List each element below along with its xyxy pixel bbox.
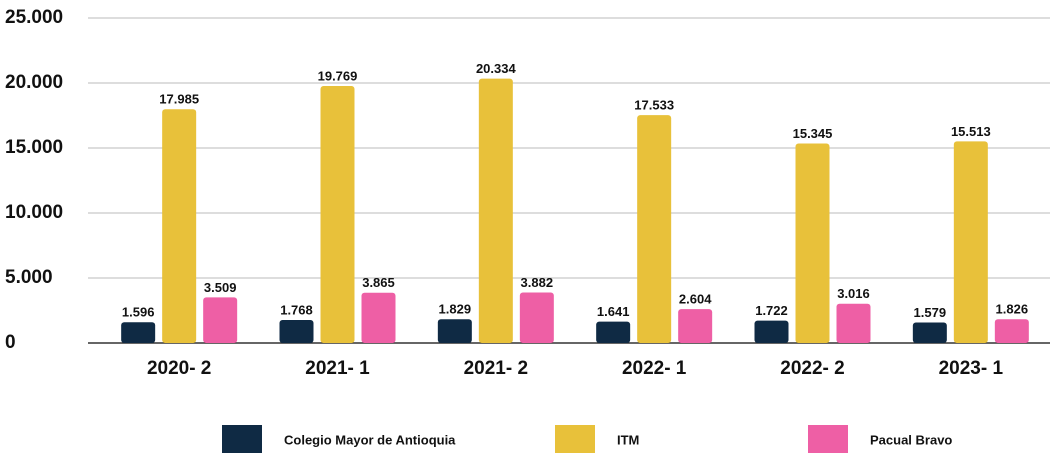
- x-tick-label: 2022- 2: [780, 358, 844, 379]
- value-label: 1.826: [996, 302, 1029, 317]
- x-tick-label: 2021- 1: [305, 358, 370, 379]
- y-tick-label: 15.000: [5, 137, 63, 158]
- value-label: 17.533: [634, 98, 674, 113]
- value-label: 1.579: [914, 305, 947, 320]
- value-label: 1.768: [280, 302, 313, 317]
- x-tick-label: 2020- 2: [147, 358, 211, 379]
- bar: [121, 322, 156, 343]
- y-tick-label: 20.000: [5, 72, 63, 93]
- y-tick-label: 25.000: [5, 7, 63, 28]
- value-label: 1.722: [755, 303, 788, 318]
- legend-label: ITM: [617, 432, 639, 447]
- bar: [203, 297, 238, 343]
- bar: [912, 322, 947, 343]
- value-label: 17.985: [159, 92, 199, 107]
- bar: [478, 78, 513, 344]
- value-label: 1.641: [597, 304, 630, 319]
- legend-swatch: [808, 425, 848, 453]
- bar: [596, 321, 631, 343]
- value-label: 3.882: [521, 275, 554, 290]
- value-label: 3.509: [204, 280, 237, 295]
- x-tick-label: 2021- 2: [464, 358, 528, 379]
- bar: [279, 320, 314, 343]
- bar: [678, 309, 713, 343]
- bar: [953, 141, 988, 343]
- value-label: 1.829: [439, 302, 472, 317]
- legend-label: Pacual Bravo: [870, 432, 952, 447]
- bar: [754, 320, 789, 343]
- legend-label: Colegio Mayor de Antioquia: [284, 432, 456, 447]
- bar: [519, 292, 554, 343]
- value-label: 15.345: [793, 126, 833, 141]
- bar: [162, 109, 197, 343]
- legend-swatch: [222, 425, 262, 453]
- y-tick-label: 0: [5, 332, 16, 353]
- value-label: 3.016: [837, 286, 870, 301]
- bar: [361, 292, 396, 343]
- x-tick-label: 2023- 1: [939, 358, 1004, 379]
- x-tick-label: 2022- 1: [622, 358, 687, 379]
- value-label: 20.334: [476, 61, 517, 76]
- bar: [836, 303, 871, 343]
- bar: [320, 86, 355, 344]
- legend-swatch: [555, 425, 595, 453]
- value-label: 19.769: [318, 68, 358, 83]
- value-label: 15.513: [951, 124, 991, 139]
- y-tick-label: 5.000: [5, 267, 53, 288]
- y-tick-label: 10.000: [5, 202, 63, 223]
- value-label: 2.604: [679, 292, 712, 307]
- bar: [437, 319, 472, 343]
- bar: [994, 319, 1029, 343]
- bar: [637, 115, 672, 343]
- bar: [795, 143, 830, 343]
- value-label: 1.596: [122, 305, 155, 320]
- value-label: 3.865: [362, 275, 395, 290]
